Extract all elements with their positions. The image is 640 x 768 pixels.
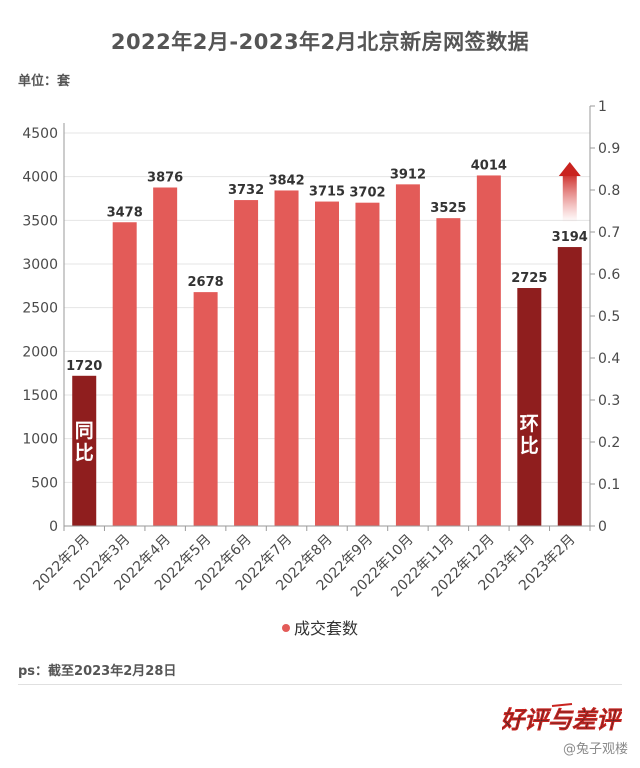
yoy-annotation: 同	[75, 420, 94, 442]
brand-logo: 好评与差评	[502, 703, 622, 734]
bar	[234, 200, 259, 526]
y2-tick-label: 0.8	[598, 183, 620, 199]
y-tick-label: 3500	[22, 213, 58, 229]
legend-marker	[282, 624, 290, 632]
bar	[517, 288, 542, 526]
y-tick-label: 2500	[22, 301, 58, 317]
bar	[315, 201, 339, 526]
mom-annotation: 环	[520, 413, 539, 435]
y-tick-label: 4000	[22, 170, 58, 186]
data-label: 1720	[66, 359, 102, 374]
data-label: 4014	[471, 158, 507, 173]
bar	[112, 222, 137, 526]
legend-label: 成交套数	[294, 619, 358, 638]
chart-title: 2022年2月-2023年2月北京新房网签数据	[110, 30, 530, 54]
mom-annotation: 比	[520, 435, 539, 457]
data-label: 3842	[268, 173, 304, 188]
y2-tick-label: 0.3	[598, 393, 620, 409]
bar	[193, 292, 218, 526]
divider	[18, 684, 622, 685]
data-label: 2678	[188, 275, 224, 290]
data-label: 3478	[107, 205, 143, 220]
data-label: 3732	[228, 183, 264, 198]
y-tick-label: 1500	[22, 388, 58, 404]
y2-tick-label: 1	[598, 99, 607, 115]
bar	[395, 184, 420, 527]
data-label: 3702	[349, 186, 385, 201]
logo-text: 好评与差评	[502, 705, 622, 734]
y2-tick-label: 0.4	[598, 351, 620, 367]
bar-chart: 1720 3478 3876 2678 3732 3842 3715 3702 3912 3525…	[22, 99, 620, 638]
y2-tick-label: 0.1	[598, 477, 620, 493]
y-tick-label: 2000	[22, 344, 58, 360]
footnote: ps：截至2023年2月28日	[18, 664, 177, 679]
data-label: 3525	[430, 201, 466, 216]
bar	[436, 218, 461, 526]
y-tick-label: 500	[31, 475, 58, 491]
y-tick-label: 4500	[22, 126, 58, 142]
bar	[557, 247, 582, 527]
y2-tick-label: 0.9	[598, 141, 620, 157]
bar	[274, 190, 299, 526]
data-label: 2725	[511, 271, 547, 286]
y-tick-label: 1000	[22, 432, 58, 448]
bar	[355, 202, 380, 526]
up-arrow-icon	[558, 162, 581, 176]
y2-tick-label: 0.6	[598, 267, 620, 283]
data-label: 3912	[390, 167, 426, 182]
y-tick-label: 3000	[22, 257, 58, 273]
unit-label: 单位：套	[18, 74, 71, 89]
y2-tick-label: 0.5	[598, 309, 620, 325]
y-tick-label: 0	[49, 519, 58, 535]
y2-tick-label: 0.7	[598, 225, 620, 241]
y2-tick-label: 0	[598, 519, 607, 535]
data-label: 3194	[552, 230, 588, 245]
y2-tick-label: 0.2	[598, 435, 620, 451]
bar	[476, 175, 501, 526]
data-label: 3876	[147, 170, 183, 185]
up-arrow-shaft	[562, 172, 577, 222]
yoy-annotation: 比	[75, 442, 94, 464]
bar	[72, 375, 97, 526]
data-label: 3715	[309, 185, 345, 200]
bar	[153, 187, 178, 526]
watermark: @兔子观楼	[562, 742, 628, 757]
